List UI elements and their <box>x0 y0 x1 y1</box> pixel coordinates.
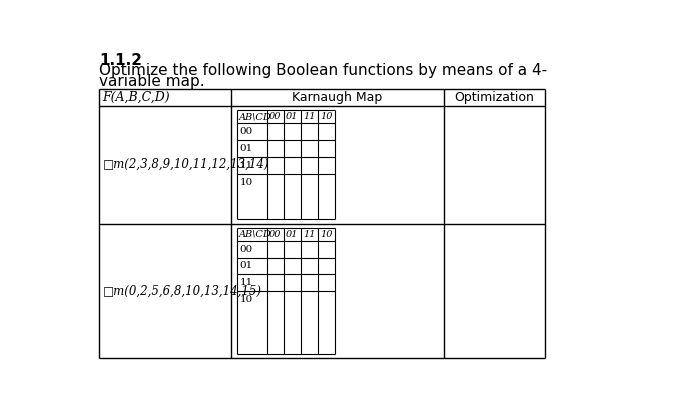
Text: 10: 10 <box>239 295 253 304</box>
Text: □m(2,3,8,9,10,11,12,13,14): □m(2,3,8,9,10,11,12,13,14) <box>103 158 270 171</box>
Text: □m(0,2,5,6,8,10,13,14,15): □m(0,2,5,6,8,10,13,14,15) <box>103 284 262 297</box>
Text: 01: 01 <box>239 144 253 153</box>
Text: AB\CD: AB\CD <box>239 230 272 239</box>
Text: 11: 11 <box>303 112 316 121</box>
Text: 10: 10 <box>239 178 253 186</box>
Text: 01: 01 <box>286 230 298 239</box>
Text: 1.1.2: 1.1.2 <box>99 52 142 68</box>
Text: Optimization: Optimization <box>454 91 534 104</box>
Text: 11: 11 <box>239 278 253 287</box>
Text: Optimize the following Boolean functions by means of a 4-: Optimize the following Boolean functions… <box>99 63 547 79</box>
Text: 00: 00 <box>239 127 253 136</box>
Text: Karnaugh Map: Karnaugh Map <box>293 91 383 104</box>
Text: F(A,B,C,D): F(A,B,C,D) <box>102 91 170 104</box>
Text: 00: 00 <box>269 112 281 121</box>
Text: 00: 00 <box>239 244 253 254</box>
Text: 01: 01 <box>239 262 253 270</box>
Text: 10: 10 <box>320 230 332 239</box>
Text: 00: 00 <box>269 230 281 239</box>
Text: 01: 01 <box>286 112 298 121</box>
Text: 11: 11 <box>303 230 316 239</box>
Text: AB\CD: AB\CD <box>239 112 272 121</box>
Text: 10: 10 <box>320 112 332 121</box>
Text: variable map.: variable map. <box>99 74 204 89</box>
Text: 11: 11 <box>239 160 253 170</box>
